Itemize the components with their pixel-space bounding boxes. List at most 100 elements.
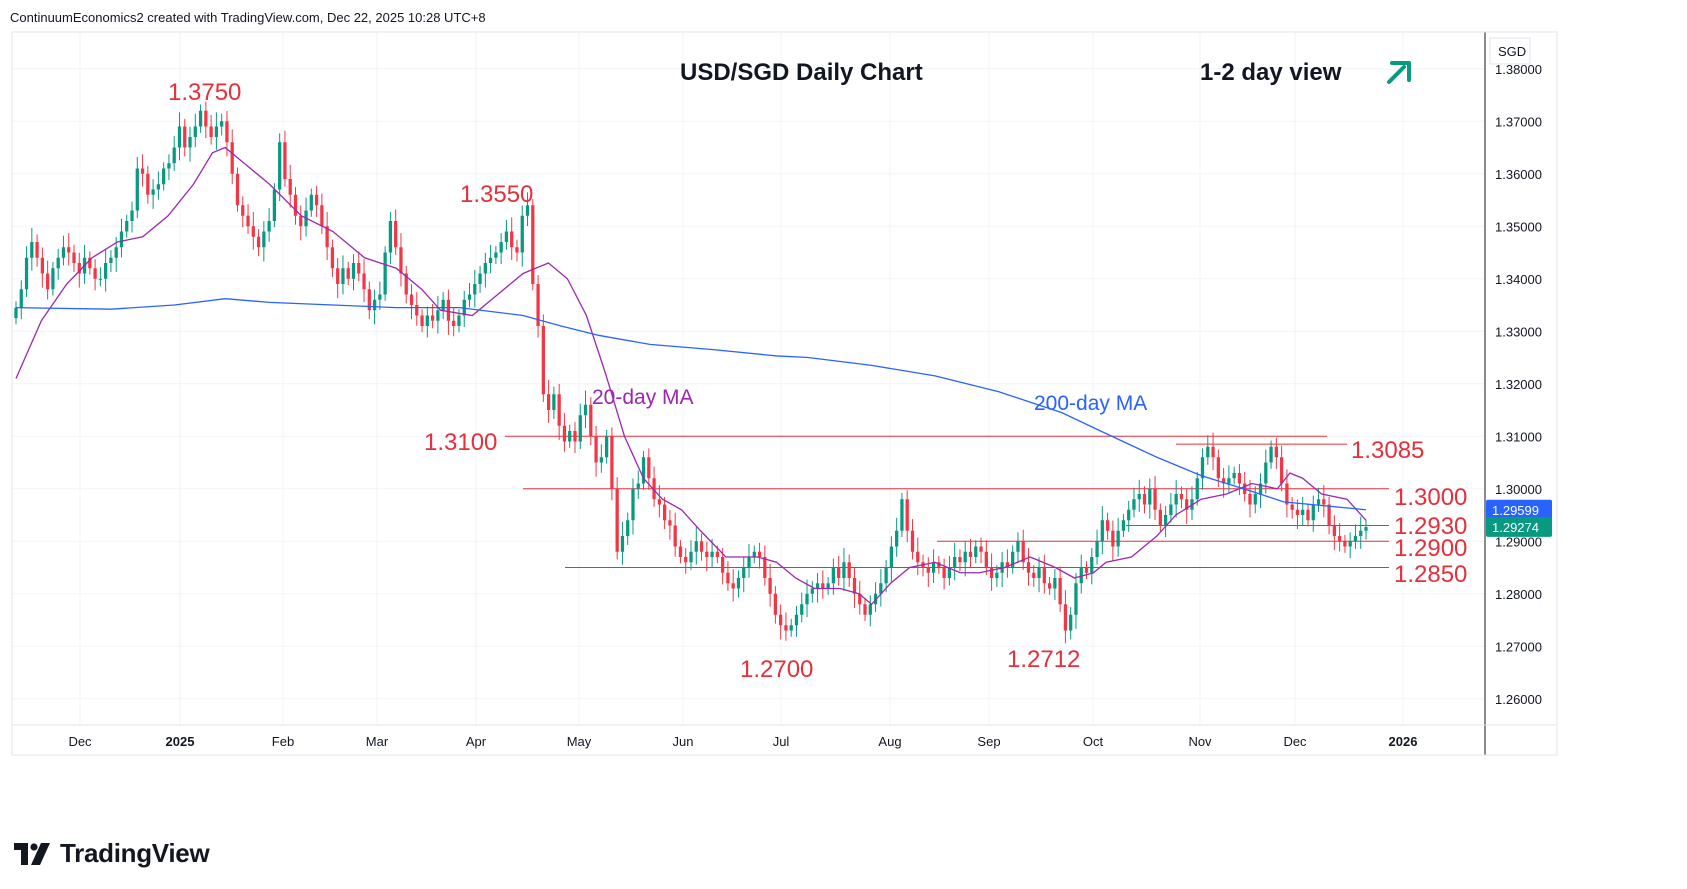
level-label: 1.2850 — [1394, 561, 1467, 588]
candle-body — [1195, 478, 1199, 500]
x-tick-label: Aug — [878, 734, 901, 749]
candle-body — [599, 457, 603, 463]
tradingview-logo[interactable]: TradingView — [14, 838, 210, 869]
candle-body — [752, 551, 756, 557]
candle-body — [309, 194, 313, 211]
candle-body — [974, 546, 978, 557]
candle-body — [478, 273, 482, 284]
candle-body — [1079, 567, 1083, 584]
candle-body — [457, 315, 461, 326]
candle-body — [520, 215, 524, 253]
candle-body — [662, 504, 667, 521]
candle-body — [910, 530, 915, 552]
candle-body — [620, 536, 625, 552]
y-tick-label: 1.35000 — [1495, 219, 1542, 234]
ma20-label: 20-day MA — [592, 386, 694, 409]
candle-body — [30, 242, 34, 258]
candle-body — [1158, 509, 1162, 526]
candle-body — [947, 567, 952, 578]
candle-body — [989, 567, 994, 578]
candle-body — [1105, 520, 1110, 531]
y-tick-label: 1.27000 — [1495, 639, 1542, 654]
candle-body — [1337, 536, 1342, 542]
candle-body — [88, 257, 92, 269]
candle-body — [383, 252, 387, 295]
candle-body — [177, 126, 182, 148]
candle-body — [821, 583, 825, 589]
candle-body — [1174, 494, 1178, 505]
annotations: USD/SGD Daily Chart 1-2 day view 1.3750 1.3… — [168, 59, 1467, 683]
level-label: 1.2900 — [1394, 535, 1467, 562]
candle-body — [288, 179, 292, 195]
candle-body — [1153, 488, 1157, 510]
candle-body — [430, 315, 435, 321]
candle-body — [425, 315, 429, 326]
candle-body — [510, 231, 514, 248]
candle-body — [251, 226, 255, 237]
candle-body — [1100, 520, 1104, 542]
candle-body — [330, 247, 335, 269]
candle-body — [968, 551, 973, 557]
candle-body — [842, 562, 846, 578]
arrow-up-icon-head — [1390, 61, 1411, 82]
candle-body — [409, 294, 414, 305]
candle-body — [1343, 541, 1347, 547]
candle-body — [641, 457, 646, 484]
x-tick-label: Jun — [673, 734, 694, 749]
x-tick-label: Dec — [68, 734, 92, 749]
candle-body — [805, 593, 809, 605]
price-badge-label: 1.29274 — [1492, 520, 1539, 535]
candle-body — [1037, 567, 1041, 578]
candle-body — [198, 110, 203, 127]
chart-attribution: ContinuumEconomics2 created with Trading… — [10, 10, 486, 25]
candle-body — [515, 247, 519, 253]
candle-body — [1011, 551, 1015, 568]
y-tick-label: 1.26000 — [1495, 692, 1542, 707]
candle-body — [452, 320, 456, 326]
candle-body — [1016, 541, 1020, 552]
ma200-line — [15, 298, 1367, 511]
candle-body — [953, 557, 957, 568]
candle-body — [626, 520, 630, 536]
candle-body — [14, 307, 18, 319]
candle-body — [235, 173, 240, 206]
candle-body — [937, 562, 941, 568]
y-tick-label: 1.31000 — [1495, 429, 1542, 444]
x-tick-label: Dec — [1283, 734, 1307, 749]
candle-body — [415, 305, 419, 316]
candle-body — [77, 263, 81, 274]
candle-body — [1058, 578, 1062, 605]
candle-body — [1364, 527, 1368, 531]
candle-body — [499, 242, 503, 253]
candle-body — [531, 205, 535, 284]
candle-body — [773, 593, 778, 615]
candle-body — [1005, 562, 1010, 568]
candle-body — [541, 326, 545, 395]
candle-body — [341, 268, 345, 284]
candle-body — [826, 583, 830, 589]
candle-body — [604, 436, 609, 458]
candle-body — [93, 268, 97, 279]
candle-body — [789, 625, 793, 631]
candle-body — [1179, 494, 1184, 500]
candle-body — [225, 121, 229, 143]
candle-body — [262, 231, 266, 248]
candle-body — [367, 289, 371, 311]
price-badge-label: 1.29599 — [1492, 503, 1539, 518]
candle-body — [404, 273, 408, 295]
candle-body — [146, 173, 150, 195]
candle-body — [1211, 446, 1215, 458]
candle-body — [1253, 494, 1257, 505]
candle-body — [483, 263, 487, 274]
candle-body — [963, 551, 967, 563]
candle-body — [699, 541, 704, 552]
candle-body — [1163, 515, 1168, 526]
candle-body — [1332, 525, 1336, 536]
chart-subtitle: 1-2 day view — [1200, 59, 1342, 86]
candle-body — [1137, 494, 1141, 500]
candle-body — [1053, 578, 1057, 589]
candle-body — [320, 205, 324, 227]
candle-body — [1216, 457, 1220, 479]
brand-name: TradingView — [60, 838, 210, 868]
